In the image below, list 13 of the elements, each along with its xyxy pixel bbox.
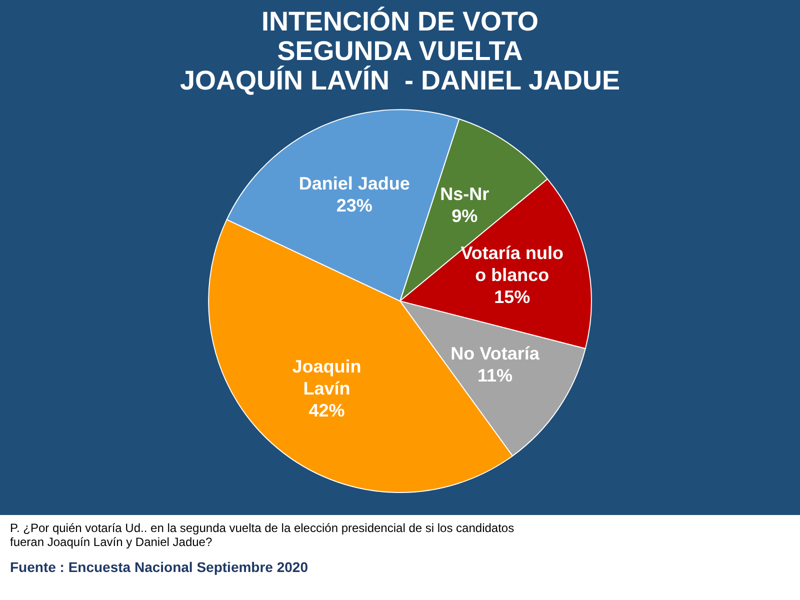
chart-title: INTENCIÓN DE VOTO SEGUNDA VUELTA JOAQUÍN LAVÍN - DANIEL JADUE: [180, 6, 620, 96]
slice-label: Votaría nulo o blanco: [460, 242, 564, 285]
data-label: 11%: [477, 366, 513, 386]
data-label: 15%: [494, 286, 530, 307]
slice-label: Ns-Nr: [440, 184, 490, 204]
data-label: 42%: [308, 400, 345, 421]
source-note: Fuente : Encuesta Nacional Septiembre 2020: [10, 559, 309, 575]
slice-label: Daniel Jadue: [298, 174, 410, 194]
text: P. ¿Por quién votaría Ud.. en la segunda vuelta de la elección presidencial de si los candidatos fueran Joaquín Lavín y Daniel Jadue?: [10, 521, 516, 549]
data-label: 9%: [452, 206, 478, 226]
data-label: 23%: [336, 196, 372, 216]
slice-label: No Votaría: [450, 344, 540, 364]
slice-label: Joaquin Lavín: [292, 356, 362, 399]
